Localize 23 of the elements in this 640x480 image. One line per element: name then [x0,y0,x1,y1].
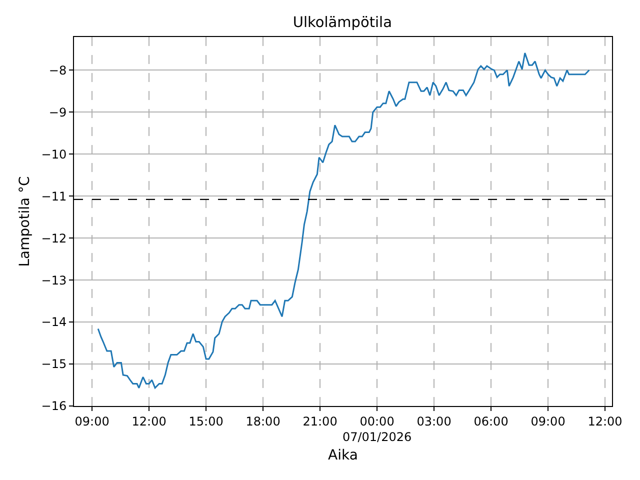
y-tick-label: −13 [41,273,67,288]
chart-title: Ulkolämpötila [292,14,392,31]
line-series [97,52,590,389]
x-tick-label: 09:00 [74,414,110,428]
x-tick-label: 03:00 [416,414,452,428]
x-tick-label: 12:00 [132,414,166,428]
y-tick-label: −11 [41,189,67,204]
y-axis-title: Lampotila °C [16,176,33,267]
y-tick-label: −8 [48,63,67,78]
y-tick-label: −15 [41,357,67,372]
x-tick-label: 09:00 [530,414,566,428]
x-tick-label: 06:00 [474,414,508,428]
y-tick-label: −12 [41,231,67,246]
x-tick-label: 21:00 [302,414,338,428]
x-tick-label: 18:00 [246,414,280,428]
y-tick-label: −14 [41,315,67,330]
x-tick-label: 12:00 [588,414,622,428]
x-tick-label: 15:00 [188,414,224,428]
y-tick-label: −9 [48,105,67,120]
y-tick-label: −10 [41,147,67,162]
x-axis-title: Aika [328,447,358,464]
x-tick-label: 00:00 07/01/2026 [342,414,412,444]
y-tick-label: −16 [41,399,67,414]
